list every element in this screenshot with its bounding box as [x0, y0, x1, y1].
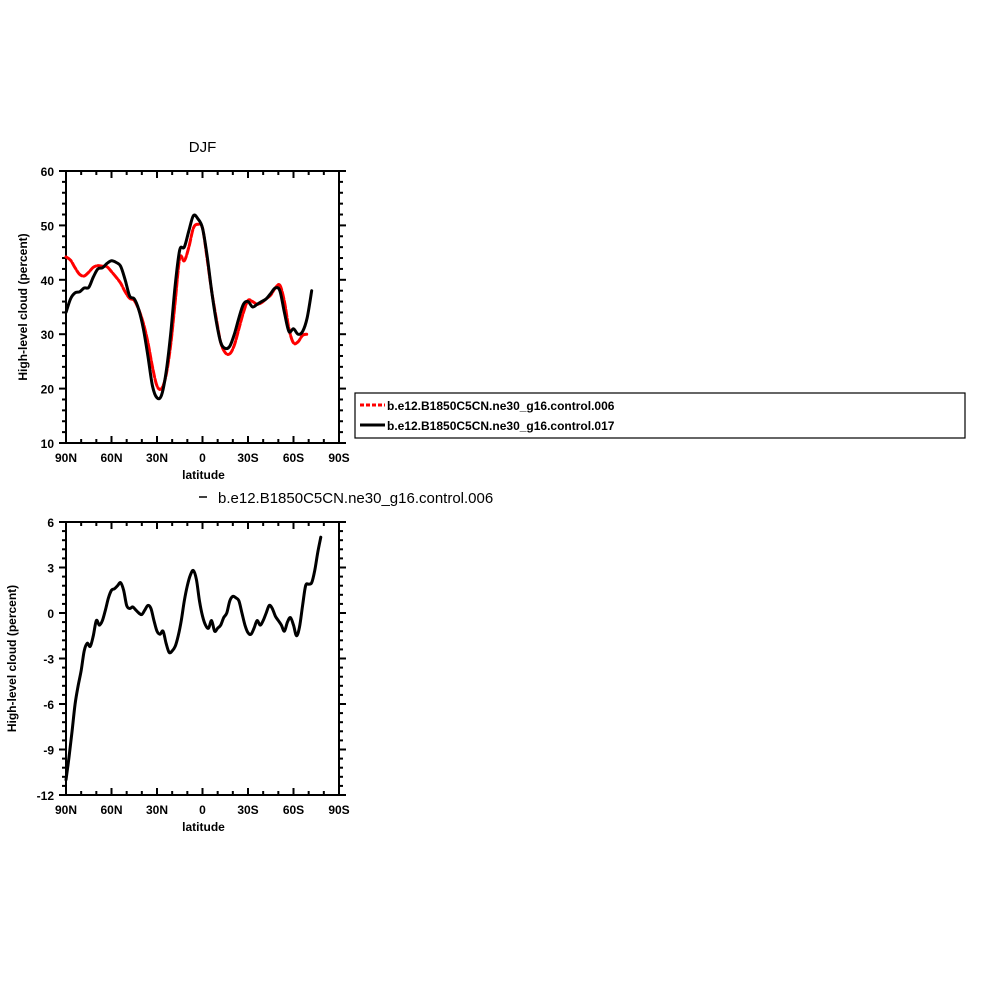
x-tick-label: 60N — [100, 803, 122, 817]
legend-frame — [354, 392, 966, 439]
x-tick-label: 30S — [237, 451, 258, 465]
y-tick-label: 10 — [41, 437, 55, 451]
y-tick-label: 20 — [41, 383, 55, 397]
legend-label: b.e12.B1850C5CN.ne30_g16.control.017 — [387, 419, 615, 433]
x-tick-label: 30S — [237, 803, 258, 817]
plot-frame — [65, 170, 340, 444]
y-tick-label: 50 — [41, 219, 55, 233]
x-tick-label: 60S — [283, 803, 304, 817]
x-tick-label: 90S — [328, 451, 349, 465]
y-axis-title: High-level cloud (percent) — [16, 233, 30, 380]
x-tick-label: 60N — [100, 451, 122, 465]
y-tick-label: 30 — [41, 328, 55, 342]
y-tick-label: -3 — [43, 653, 54, 667]
top-panel: 90N 60N 30N 0 30S 60S 90S 10 20 30 40 50 60 latitude H… — [16, 139, 350, 482]
y-tick-label: -9 — [43, 744, 54, 758]
y-tick-label: 0 — [47, 607, 54, 621]
y-tick-label: -12 — [37, 789, 55, 803]
series-line-0-0 — [64, 222, 309, 391]
x-tick-label: 30N — [146, 451, 168, 465]
legend: b.e12.B1850C5CN.ne30_g16.control.006 b.e1… — [354, 392, 966, 439]
x-tick-label: 90N — [55, 451, 77, 465]
plot-title: DJF — [189, 139, 217, 156]
series-line-0-1 — [64, 213, 314, 401]
x-axis-title: latitude — [182, 468, 225, 482]
y-tick-label: 3 — [47, 562, 54, 576]
bottom-panel: 90N 60N 30N 0 30S 60S 90S -12 -9 -6 -3 0 3 6 latitude H… — [5, 490, 493, 834]
plot-frame — [65, 521, 340, 796]
x-tick-label: 0 — [199, 803, 206, 817]
series-line-1-0 — [64, 535, 323, 782]
x-axis-title: latitude — [182, 820, 225, 834]
y-tick-label: -6 — [43, 698, 54, 712]
legend-label: b.e12.B1850C5CN.ne30_g16.control.006 — [387, 399, 615, 413]
x-tick-label: 90N — [55, 803, 77, 817]
y-tick-label: 60 — [41, 165, 55, 179]
x-tick-label: 90S — [328, 803, 349, 817]
y-axis-title: High-level cloud (percent) — [5, 585, 19, 732]
x-tick-label: 60S — [283, 451, 304, 465]
x-tick-label: 0 — [199, 451, 206, 465]
subtitle-legend-label: b.e12.B1850C5CN.ne30_g16.control.006 — [218, 490, 493, 507]
y-tick-label: 40 — [41, 274, 55, 288]
y-tick-label: 6 — [47, 516, 54, 530]
x-tick-label: 30N — [146, 803, 168, 817]
